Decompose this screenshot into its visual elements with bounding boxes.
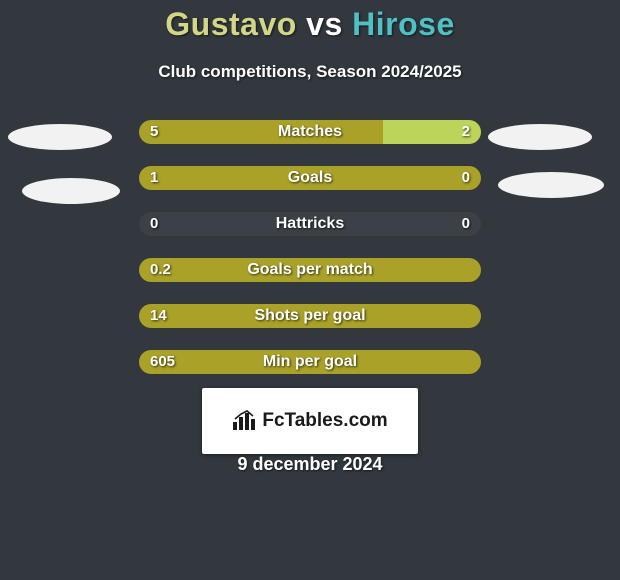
generated-date: 9 december 2024 [0, 454, 620, 475]
bar-track [138, 303, 482, 329]
bar-track [138, 257, 482, 283]
stat-bars: Matches52 Goals10 Hattricks00 Goals per mat… [138, 119, 482, 395]
bar-track [138, 119, 482, 145]
page-title: Gustavo vs Hirose [0, 6, 620, 43]
side-ellipse [488, 124, 592, 150]
source-logo: FcTables.com [202, 388, 418, 454]
bar-segment-a [139, 350, 482, 374]
side-ellipse [22, 178, 120, 204]
stat-row: Matches52 [138, 119, 482, 145]
bar-track [138, 349, 482, 375]
subtitle: Club competitions, Season 2024/2025 [0, 62, 620, 82]
bar-track [138, 165, 482, 191]
stat-row: Goals10 [138, 165, 482, 191]
bar-segment-a [139, 304, 482, 328]
bar-segment-a [139, 120, 385, 144]
player-b-name: Hirose [352, 6, 455, 42]
side-ellipse [498, 172, 604, 198]
logo-inner: FcTables.com [232, 410, 387, 432]
bar-segment-a [139, 166, 482, 190]
side-ellipse [8, 124, 112, 150]
bar-segment-b [383, 120, 481, 144]
stat-row: Shots per goal14 [138, 303, 482, 329]
stat-row: Goals per match0.2 [138, 257, 482, 283]
stat-row: Hattricks00 [138, 211, 482, 237]
bar-chart-icon [232, 410, 258, 432]
comparison-infographic: Gustavo vs Hirose Club competitions, Sea… [0, 0, 620, 580]
player-a-name: Gustavo [165, 6, 297, 42]
bar-track [138, 211, 482, 237]
logo-text: FcTables.com [262, 410, 387, 432]
stat-row: Min per goal605 [138, 349, 482, 375]
vs-text: vs [297, 6, 352, 42]
bar-segment-a [139, 258, 482, 282]
